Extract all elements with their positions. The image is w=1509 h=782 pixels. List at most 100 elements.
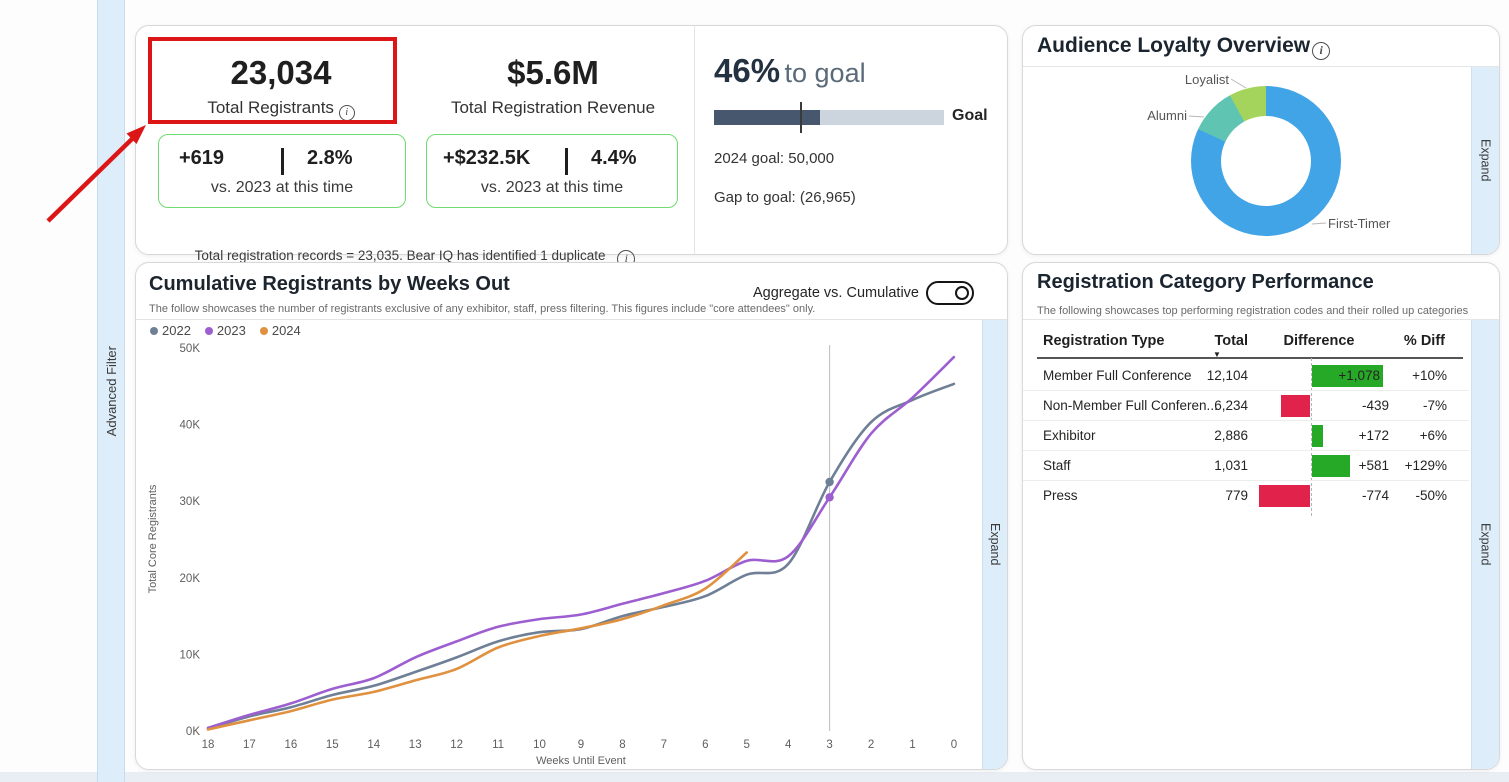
- expand-label: Expand: [988, 523, 1002, 566]
- svg-text:2: 2: [868, 739, 874, 751]
- cell-difference: -774: [1361, 488, 1389, 503]
- difference-bar: [1259, 485, 1310, 507]
- revenue-label: Total Registration Revenue: [450, 98, 656, 117]
- cell-registration-type: Exhibitor: [1043, 428, 1096, 443]
- cell-registration-type: Press: [1043, 488, 1078, 503]
- divider: [1023, 319, 1499, 320]
- cell-difference: +172: [1358, 428, 1389, 443]
- goal-gap-text: Gap to goal: (26,965): [714, 189, 856, 206]
- svg-text:10: 10: [533, 739, 546, 751]
- column-header-total[interactable]: Total: [1214, 333, 1248, 349]
- aggregate-cumulative-toggle[interactable]: [926, 281, 974, 305]
- revenue-kpi: $5.6M Total Registration Revenue: [428, 54, 678, 118]
- legend-dot: [204, 326, 213, 335]
- toggle-knob: [955, 285, 969, 300]
- audience-loyalty-card: Audience Loyalty Overview i Expand Loyali…: [1022, 25, 1500, 255]
- legend-dot: [150, 326, 158, 335]
- legend-label: 2023: [216, 323, 246, 338]
- svg-text:13: 13: [409, 739, 422, 751]
- loyalty-title: Audience Loyalty Overview i: [1037, 34, 1331, 60]
- advanced-filter-label: Advanced Filter: [103, 345, 119, 437]
- cell-total: 6,234: [1214, 398, 1248, 413]
- table-row: Press 779 -774 -50%: [1023, 481, 1469, 511]
- svg-text:17: 17: [243, 739, 256, 751]
- svg-text:14: 14: [367, 739, 380, 751]
- svg-text:16: 16: [284, 739, 297, 751]
- cell-total: 2,886: [1214, 428, 1248, 443]
- revenue-delta-caption: vs. 2023 at this time: [480, 179, 624, 196]
- cell-pct-diff: -7%: [1422, 398, 1447, 413]
- header-border: [1037, 357, 1463, 359]
- registrants-label: Total Registrants i: [156, 98, 406, 121]
- column-header-type[interactable]: Registration Type: [1043, 333, 1165, 349]
- svg-text:18: 18: [202, 739, 215, 751]
- loyalty-expand-strip[interactable]: Expand: [1471, 67, 1499, 254]
- svg-text:30K: 30K: [180, 496, 201, 508]
- registrants-value: 23,034: [230, 54, 332, 91]
- legend-item-2022[interactable]: 2022: [150, 323, 191, 338]
- svg-text:15: 15: [326, 739, 339, 751]
- sort-descending-icon: ▼: [1213, 350, 1221, 359]
- kpi-goal-card: 23,034 Total Registrants i $5.6M Total R…: [135, 25, 1009, 268]
- table-row: Non-Member Full Conferen... 6,234 -439 -7%: [1023, 391, 1469, 421]
- table-row: Exhibitor 2,886 +172 +6%: [1023, 421, 1469, 451]
- svg-text:4: 4: [785, 739, 792, 751]
- expand-label: Expand: [1478, 523, 1493, 566]
- svg-text:Weeks Until Event: Weeks Until Event: [536, 755, 626, 767]
- registrants-delta: +619: [179, 147, 225, 169]
- cell-pct-diff: +129%: [1404, 458, 1447, 473]
- advanced-filter-rail[interactable]: Advanced Filter: [97, 0, 125, 782]
- category-expand-strip[interactable]: Expand: [1471, 320, 1499, 769]
- svg-text:10K: 10K: [180, 649, 201, 661]
- legend-dot: [259, 326, 268, 335]
- delta-separator: [565, 148, 568, 175]
- cell-difference: +581: [1358, 458, 1389, 473]
- svg-text:40K: 40K: [180, 420, 201, 432]
- difference-zero-axis: [1311, 358, 1312, 516]
- svg-text:11: 11: [492, 739, 504, 751]
- svg-text:50K: 50K: [180, 343, 201, 355]
- svg-text:5: 5: [744, 739, 750, 751]
- legend-label: 2022: [162, 323, 191, 338]
- revenue-value: $5.6M: [507, 54, 599, 91]
- page-background-band: [0, 772, 1509, 782]
- column-header-difference[interactable]: Difference: [1283, 333, 1355, 349]
- svg-text:20K: 20K: [180, 573, 201, 585]
- table-row: Staff 1,031 +581 +129%: [1023, 451, 1469, 481]
- goal-target-text: 2024 goal: 50,000: [714, 150, 835, 167]
- goal-headline: 46% to goal: [714, 52, 866, 89]
- svg-text:0K: 0K: [186, 726, 200, 738]
- category-subtitle: The following showcases top performing r…: [1037, 305, 1469, 317]
- cell-difference: +1,078: [1338, 368, 1380, 383]
- cumulative-registrants-card: Cumulative Registrants by Weeks Out The …: [135, 262, 1008, 770]
- column-header-pct-diff[interactable]: % Diff: [1403, 333, 1445, 349]
- trend-expand-strip[interactable]: Expand: [982, 320, 1007, 769]
- svg-text:3: 3: [826, 739, 832, 751]
- donut-label-first-timer: First-Timer: [1328, 216, 1391, 231]
- registrants-info-icon[interactable]: i: [338, 104, 355, 121]
- goal-bar-label: Goal: [952, 107, 988, 124]
- cell-pct-diff: +6%: [1419, 428, 1447, 443]
- goal-progress-fill: [714, 110, 820, 125]
- goal-percent: 46%: [714, 52, 781, 89]
- table-row: Member Full Conference 12,104 +1,078 +10%: [1023, 361, 1469, 391]
- revenue-delta: +$232.5K: [443, 147, 531, 169]
- legend-label: 2024: [271, 323, 301, 338]
- loyalty-donut[interactable]: [1191, 86, 1341, 236]
- legend-item-2024[interactable]: 2024: [259, 323, 301, 338]
- cell-pct-diff: +10%: [1412, 368, 1447, 383]
- registrants-delta-box: +619 2.8% vs. 2023 at this time: [158, 134, 406, 208]
- cell-registration-type: Non-Member Full Conferen...: [1043, 398, 1218, 413]
- divider: [1023, 66, 1499, 67]
- aggregate-toggle-label: Aggregate vs. Cumulative: [752, 285, 919, 301]
- goal-section: 46% to goal Goal 2024 goal: 50,000 Gap t…: [694, 26, 1009, 256]
- cell-registration-type: Staff: [1043, 458, 1071, 473]
- difference-bar: [1312, 365, 1383, 387]
- revenue-delta-pct: 4.4%: [591, 147, 637, 169]
- registration-category-card: Registration Category Performance The fo…: [1022, 262, 1500, 770]
- legend-item-2023[interactable]: 2023: [204, 323, 246, 338]
- svg-text:Total Core Registrants: Total Core Registrants: [147, 484, 159, 593]
- svg-text:6: 6: [702, 739, 708, 751]
- loyalty-info-icon[interactable]: i: [1312, 41, 1331, 60]
